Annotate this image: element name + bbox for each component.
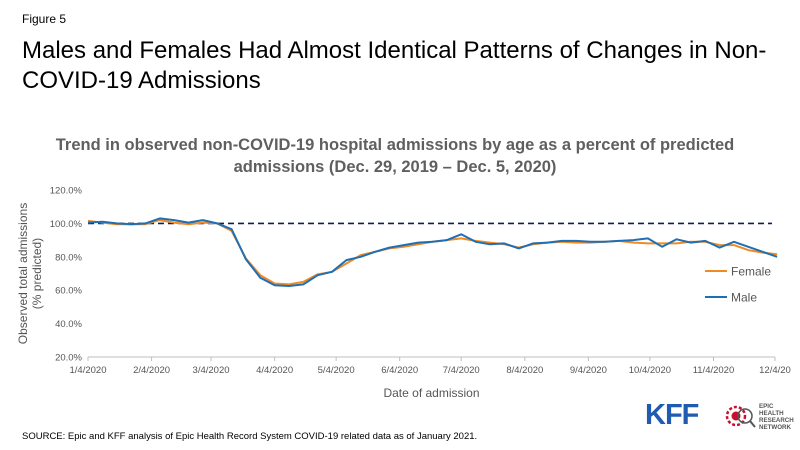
page-headline: Males and Females Had Almost Identical P… — [22, 37, 767, 94]
x-tick-label: 3/4/2020 — [193, 365, 230, 376]
epic-logo-line: EPIC — [759, 403, 774, 410]
x-tick-label: 8/4/2020 — [506, 365, 543, 376]
x-tick-label: 2/4/2020 — [133, 365, 170, 376]
x-tick-label: 1/4/2020 — [70, 365, 107, 376]
y-tick-label: 100.0% — [50, 219, 83, 230]
y-tick-label: 60.0% — [55, 286, 82, 297]
x-tick-label: 10/4/2020 — [629, 365, 671, 376]
x-tick-label: 7/4/2020 — [443, 365, 480, 376]
x-tick-label: 6/4/2020 — [381, 365, 418, 376]
legend-label-female: Female — [731, 265, 771, 279]
epic-logo-line: RESEARCH — [759, 417, 794, 424]
x-tick-label: 5/4/2020 — [318, 365, 355, 376]
figure-label: Figure 5 — [22, 12, 67, 26]
y-tick-label: 20.0% — [55, 353, 82, 364]
chart-marks — [87, 217, 778, 287]
logo-area: KFF EPIC HEALTH RESEARCH NETWORK — [645, 398, 795, 432]
legend-label-male: Male — [731, 291, 757, 305]
chart-legend: Female Male — [705, 265, 771, 305]
y-tick-label: 120.0% — [50, 186, 83, 197]
x-tick-label: 11/4/2020 — [693, 365, 735, 376]
y-axis-title: Observed total admissions(% predicted) — [16, 203, 44, 344]
x-tick-label: 9/4/2020 — [570, 365, 607, 376]
x-tick-label: 12/4/20 — [759, 365, 791, 376]
y-tick-label: 40.0% — [55, 319, 82, 330]
series-line-female — [87, 219, 778, 286]
epic-logo-line: NETWORK — [759, 424, 791, 431]
series-line-male — [87, 217, 778, 287]
x-axis-title: Date of admission — [383, 386, 479, 400]
chart-axes: 20.0% 40.0% 60.0% 80.0% 100.0% 120.0% 1/4/2020… — [16, 186, 791, 401]
y-tick-label: 80.0% — [55, 252, 82, 263]
source-note: SOURCE: Epic and KFF analysis of Epic He… — [22, 431, 478, 442]
x-tick-label: 4/4/2020 — [256, 365, 293, 376]
kff-logo: KFF — [645, 399, 699, 431]
chart-title: Trend in observed non-COVID-19 hospital … — [55, 136, 735, 176]
epic-logo-line: HEALTH — [759, 410, 784, 417]
